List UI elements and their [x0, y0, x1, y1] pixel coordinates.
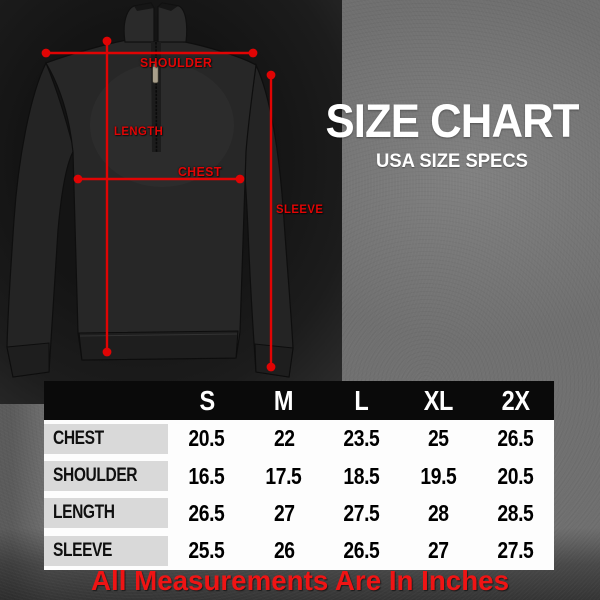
size-table-body: CHEST 20.5 22 23.5 25 26.5 SHOULDER 16.5… [44, 420, 554, 570]
table-cell: 28 [400, 495, 477, 532]
table-cell: 26 [245, 532, 322, 569]
fabric-highlight [90, 63, 234, 187]
column-header-xl: XL [400, 385, 477, 417]
shoulder-dot-left [41, 48, 51, 58]
sweater-right-sleeve [243, 62, 294, 378]
table-cell: 25.5 [168, 532, 245, 569]
table-cell: 25 [400, 420, 477, 457]
row-label-cell: SLEEVE [44, 532, 168, 569]
row-label-cell: SHOULDER [44, 457, 168, 494]
column-header-2x: 2X [477, 385, 554, 417]
table-row-shoulder: SHOULDER 16.5 17.5 18.5 19.5 20.5 [44, 457, 554, 494]
table-cell: 22 [245, 420, 322, 457]
cell-value: 16.5 [188, 462, 225, 489]
page-subtitle: USA SIZE SPECS [376, 151, 528, 172]
cell-value: 27.5 [343, 499, 379, 526]
chest-dot-right [235, 174, 245, 184]
table-cell: 20.5 [168, 420, 245, 457]
table-cell: 27 [245, 495, 322, 532]
cell-value: 19.5 [420, 462, 457, 489]
table-cell: 23.5 [322, 420, 399, 457]
row-label: LENGTH [53, 502, 115, 524]
shoulder-measure-label: SHOULDER [140, 55, 213, 70]
table-cell: 17.5 [245, 457, 322, 494]
length-dot-bottom [102, 347, 112, 357]
sweater-left-sleeve [6, 61, 75, 378]
size-table-header: S M L XL 2X [44, 381, 554, 420]
cell-value: 27 [273, 499, 295, 526]
length-dot-top [102, 36, 112, 46]
table-cell: 27 [400, 532, 477, 569]
column-header-label: L [354, 384, 368, 416]
cell-value: 25.5 [188, 537, 225, 564]
column-header-m: M [245, 385, 322, 417]
sleeve-dot-bottom [266, 362, 276, 372]
collar-inner-shadow [134, 3, 154, 11]
table-cell: 28.5 [477, 495, 554, 532]
row-label-cell: LENGTH [44, 495, 168, 532]
page-title: SIZE CHART [325, 94, 580, 147]
table-row-sleeve: SLEEVE 25.5 26 26.5 27 27.5 [44, 532, 554, 569]
length-measure-label: LENGTH [114, 124, 164, 138]
table-row-chest: CHEST 20.5 22 23.5 25 26.5 [44, 420, 554, 457]
column-header-label: M [274, 384, 294, 416]
title-block: SIZE CHART USA SIZE SPECS [313, 97, 591, 173]
row-label: SHOULDER [53, 465, 138, 487]
chest-dot-left [73, 174, 83, 184]
right-cuff [254, 343, 294, 378]
cell-value: 26.5 [188, 499, 225, 526]
chest-measure-label: CHEST [178, 164, 222, 179]
sleeve-dot-top [266, 70, 276, 80]
sweater-illustration [6, 2, 294, 378]
row-label: CHEST [53, 427, 104, 449]
left-cuff [6, 342, 50, 378]
row-label-cell: CHEST [44, 420, 168, 457]
table-cell: 20.5 [477, 457, 554, 494]
cell-value: 25 [427, 425, 449, 452]
cell-value: 26.5 [497, 425, 534, 452]
column-header-label: S [198, 384, 215, 416]
table-cell: 19.5 [400, 457, 477, 494]
cell-value: 26.5 [343, 537, 379, 564]
table-cell: 18.5 [322, 457, 399, 494]
table-cell: 16.5 [168, 457, 245, 494]
column-header-s: S [168, 385, 245, 417]
column-header-label: 2X [501, 384, 530, 416]
cell-value: 28.5 [497, 499, 534, 526]
cell-value: 17.5 [265, 462, 302, 489]
cell-value: 27.5 [497, 537, 534, 564]
table-cell: 26.5 [168, 495, 245, 532]
cell-value: 28 [427, 499, 449, 526]
cell-value: 18.5 [343, 462, 379, 489]
table-cell: 27.5 [477, 532, 554, 569]
hem-band [78, 330, 239, 361]
table-cell: 26.5 [322, 532, 399, 569]
cell-value: 20.5 [188, 425, 225, 452]
column-header-l: L [322, 385, 399, 417]
cell-value: 20.5 [497, 462, 534, 489]
cell-value: 26 [273, 537, 295, 564]
measurement-lines [41, 36, 276, 372]
cell-value: 27 [427, 537, 449, 564]
row-label: SLEEVE [53, 539, 113, 561]
table-cell: 26.5 [477, 420, 554, 457]
measurements-footnote: All Measurements Are In Inches [91, 565, 509, 596]
shoulder-dot-right [248, 48, 258, 58]
collar-inner-shadow-right [158, 3, 178, 11]
cell-value: 23.5 [343, 425, 379, 452]
zipper-slider [153, 61, 158, 67]
collar-right [157, 2, 188, 43]
size-table: S M L XL 2X CHEST 20.5 22 23.5 25 26.5 S… [44, 381, 554, 570]
cell-value: 22 [273, 425, 295, 452]
column-header-label: XL [423, 384, 454, 416]
table-row-length: LENGTH 26.5 27 27.5 28 28.5 [44, 495, 554, 532]
table-cell: 27.5 [322, 495, 399, 532]
sleeve-measure-label: SLEEVE [276, 202, 324, 216]
